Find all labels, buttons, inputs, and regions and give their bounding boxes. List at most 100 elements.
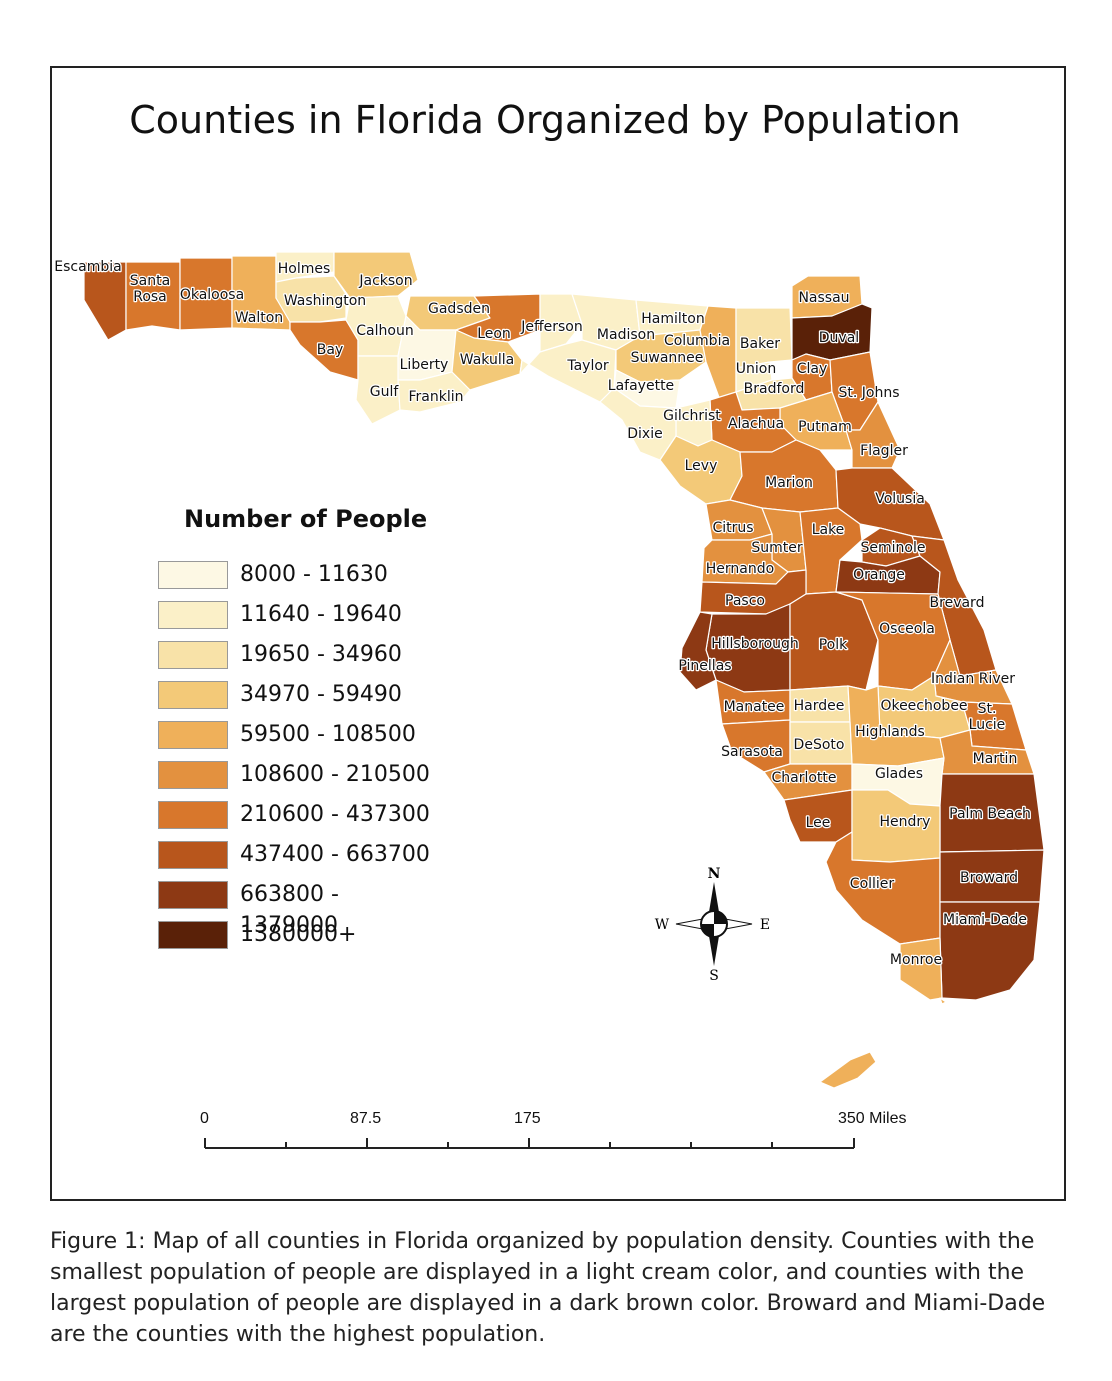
legend-swatch (158, 761, 228, 789)
legend-item: 59500 - 108500 (158, 719, 488, 759)
legend-label: 8000 - 11630 (240, 562, 388, 587)
county-label-martin: Martin (973, 751, 1018, 767)
county-label-wakulla: Wakulla (460, 352, 514, 368)
county-label-lake: Lake (812, 522, 845, 538)
map-title: Counties in Florida Organized by Populat… (129, 98, 961, 142)
county-label-marion: Marion (765, 475, 813, 491)
county-label-citrus: Citrus (712, 520, 753, 536)
county-label-escambia: Escambia (54, 259, 121, 275)
county-label-washington: Washington (284, 293, 366, 309)
county-label-volusia: Volusia (875, 491, 925, 507)
county-label-baker: Baker (740, 336, 780, 352)
county-label-charlotte: Charlotte (771, 770, 836, 786)
county-label-hardee: Hardee (794, 698, 845, 714)
legend-label: 1380000+ (240, 922, 357, 947)
legend-swatch (158, 601, 228, 629)
county-label-leon: Leon (477, 326, 511, 342)
county-label-walton: Walton (235, 310, 283, 326)
county-label-hernando: Hernando (706, 561, 774, 577)
county-label-holmes: Holmes (278, 261, 331, 277)
county-label-suwannee: Suwannee (631, 350, 704, 366)
compass-s-label: S (709, 968, 719, 984)
legend: Number of People 8000 - 11630 11640 - 196… (158, 505, 488, 959)
county-label-brevard: Brevard (930, 595, 985, 611)
county-label-taylor: Taylor (566, 358, 609, 374)
county-label-hillsborough: Hillsborough (711, 636, 799, 652)
county-pinellas (679, 611, 717, 691)
county-label-gadsden: Gadsden (428, 301, 490, 317)
county-label-collier: Collier (850, 876, 895, 892)
county-label-palm-beach: Palm Beach (949, 806, 1031, 822)
county-label-levy: Levy (685, 458, 718, 474)
county-label-miami-dade: Miami-Dade (943, 912, 1027, 928)
county-label-broward: Broward (960, 870, 1018, 886)
county-label-jefferson: Jefferson (520, 319, 583, 335)
scale-label-175: 175 (514, 1110, 541, 1127)
county-label-flagler: Flagler (860, 443, 908, 459)
county-label-franklin: Franklin (408, 389, 463, 405)
county-baker (735, 307, 793, 369)
county-label-polk: Polk (819, 637, 848, 653)
county-label-hendry: Hendry (880, 814, 931, 830)
legend-swatch (158, 641, 228, 669)
legend-item: 11640 - 19640 (158, 599, 488, 639)
scale-bar (204, 1138, 855, 1149)
legend-item: 8000 - 11630 (158, 559, 488, 599)
county-label-st-lucie: St. Lucie (969, 701, 1006, 733)
legend-title: Number of People (184, 505, 428, 533)
county-label-bay: Bay (317, 342, 343, 358)
county-label-bradford: Bradford (744, 381, 805, 397)
county-label-clay: Clay (797, 361, 828, 377)
legend-label: 11640 - 19640 (240, 602, 402, 627)
legend-swatch (158, 721, 228, 749)
compass-n-label: N (708, 866, 721, 882)
monroe-keys-small (939, 997, 947, 1005)
county-columbia (699, 305, 737, 401)
figure-caption: Figure 1: Map of all counties in Florida… (50, 1229, 1046, 1347)
county-label-highlands: Highlands (855, 724, 925, 740)
legend-label: 663800 - 1379000 (240, 882, 339, 938)
legend-item: 34970 - 59490 (158, 679, 488, 719)
county-label-indian-river: Indian River (931, 671, 1015, 687)
county-label-columbia: Columbia (664, 333, 730, 349)
county-santa-rosa (125, 261, 181, 331)
legend-item: 663800 - 1379000 (158, 879, 488, 938)
legend-label: 108600 - 210500 (240, 762, 430, 787)
compass-rose: N S E W (655, 866, 770, 984)
legend-label: 210600 - 437300 (240, 802, 430, 827)
scale-label-0: 0 (200, 1110, 209, 1127)
legend-item: 19650 - 34960 (158, 639, 488, 679)
compass-e-label: E (760, 917, 770, 933)
legend-swatch (158, 921, 228, 949)
legend-label: 59500 - 108500 (240, 722, 416, 747)
county-franklin (397, 371, 471, 413)
county-label-st-johns: St. Johns (838, 385, 899, 401)
legend-swatch (158, 881, 228, 909)
legend-swatch (158, 561, 228, 589)
county-label-sumter: Sumter (751, 540, 803, 556)
county-label-sarasota: Sarasota (721, 744, 783, 760)
county-gulf (355, 355, 401, 425)
county-label-alachua: Alachua (728, 416, 784, 432)
county-label-putnam: Putnam (798, 419, 852, 435)
county-label-gilchrist: Gilchrist (663, 408, 721, 424)
county-label-gulf: Gulf (370, 384, 400, 400)
county-monroe (899, 937, 943, 1001)
county-label-duval: Duval (819, 330, 859, 346)
county-label-dixie: Dixie (627, 426, 662, 442)
county-label-jackson: Jackson (358, 273, 412, 289)
legend-swatch (158, 841, 228, 869)
legend-item: 108600 - 210500 (158, 759, 488, 799)
county-label-okaloosa: Okaloosa (180, 287, 244, 303)
county-label-osceola: Osceola (879, 621, 935, 637)
county-label-pinellas: Pinellas (678, 658, 731, 674)
county-label-calhoun: Calhoun (356, 323, 413, 339)
county-label-okeechobee: Okeechobee (880, 698, 967, 714)
scale-label-350: 350 Miles (838, 1110, 907, 1127)
county-flagler (845, 401, 901, 469)
county-label-desoto: DeSoto (794, 737, 845, 753)
monroe-keys (819, 1051, 877, 1089)
legend-item: 437400 - 663700 (158, 839, 488, 879)
county-label-monroe: Monroe (890, 952, 942, 968)
legend-swatch (158, 681, 228, 709)
